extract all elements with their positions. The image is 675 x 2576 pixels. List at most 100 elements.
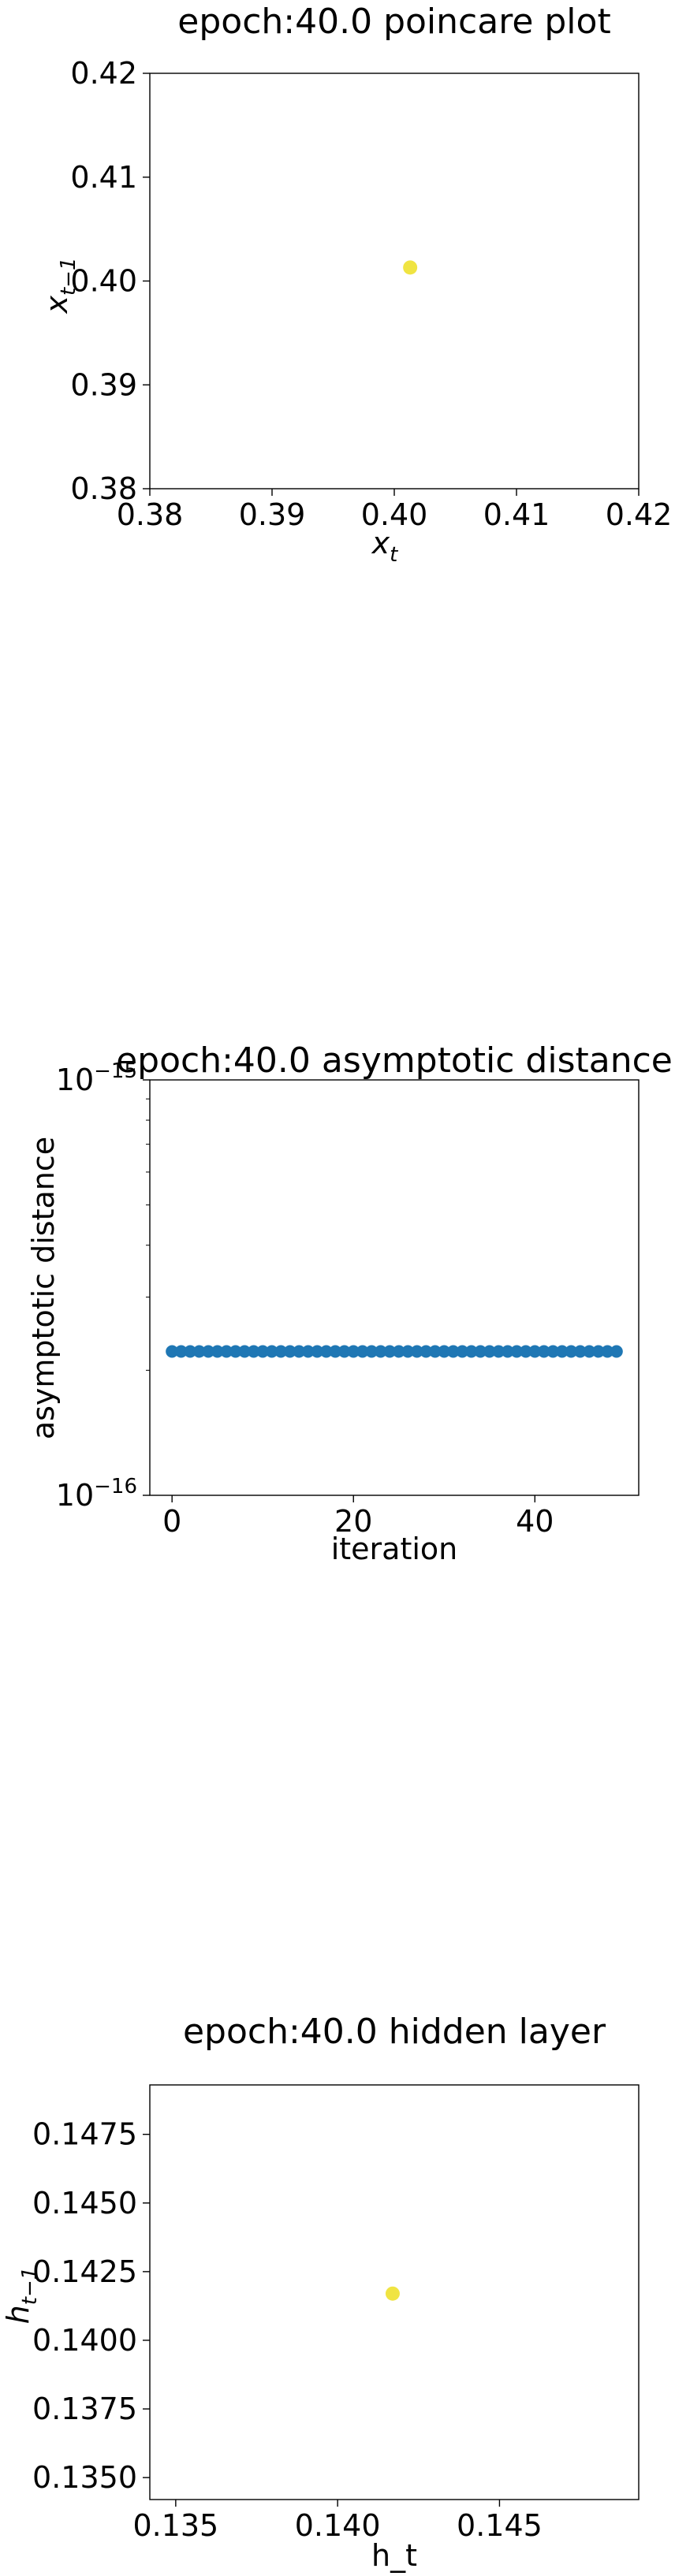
hidden-x-label: h_t	[371, 2538, 417, 2573]
asymptotic-point	[256, 1345, 270, 1358]
poincare-chart: epoch:40.0 poincare plot 0.38 0.39 0.40 0.4…	[39, 2, 672, 567]
asymptotic-point	[555, 1345, 569, 1358]
poincare-x-tick-label: 0.41	[483, 497, 550, 532]
hidden-x-tick-label: 0.145	[457, 2508, 543, 2543]
asymptotic-point	[301, 1345, 315, 1358]
hidden-y-tick-label: 0.1400	[32, 2323, 137, 2358]
hidden-y-tick-label: 0.1375	[32, 2392, 137, 2426]
hidden-x-axis: 0.135 0.140 0.145	[132, 2500, 543, 2543]
asymptotic-point	[392, 1345, 405, 1358]
hidden-y-label: ht−1	[1, 2267, 42, 2325]
asymptotic-point	[192, 1345, 206, 1358]
asymptotic-point	[601, 1345, 614, 1358]
asymptotic-points	[166, 1345, 623, 1358]
poincare-x-tick-label: 0.40	[361, 497, 428, 532]
poincare-y-axis: 0.38 0.39 0.40 0.41 0.42	[70, 56, 150, 506]
hidden-points	[385, 2286, 400, 2301]
asymptotic-title: epoch:40.0 asymptotic distance	[116, 1040, 673, 1081]
asymptotic-point	[274, 1345, 288, 1358]
asymptotic-point	[438, 1345, 451, 1358]
hidden-y-tick-label: 0.1475	[32, 2117, 137, 2152]
asymptotic-x-tick-label: 40	[516, 1504, 554, 1539]
asymptotic-point	[365, 1345, 379, 1358]
asymptotic-point	[211, 1345, 224, 1358]
poincare-y-tick-label: 0.42	[70, 56, 137, 91]
asymptotic-point	[420, 1345, 433, 1358]
asymptotic-point	[573, 1345, 587, 1358]
asymptotic-point	[519, 1345, 532, 1358]
asymptotic-point	[329, 1345, 342, 1358]
asymptotic-distance-chart: epoch:40.0 asymptotic distance 0 20 40 10−…	[26, 1040, 673, 1566]
asymptotic-point	[401, 1345, 415, 1358]
hidden-layer-chart: epoch:40.0 hidden layer 0.135 0.140 0.145 …	[1, 2012, 640, 2573]
poincare-points	[403, 260, 418, 275]
poincare-x-label: xt	[371, 526, 399, 567]
asymptotic-point	[610, 1345, 623, 1358]
asymptotic-point	[238, 1345, 252, 1358]
poincare-x-tick-label: 0.42	[606, 497, 673, 532]
hidden-plot-frame	[149, 2084, 640, 2500]
asymptotic-point	[446, 1345, 460, 1358]
hidden-y-axis: 0.1350 0.1375 0.1400 0.1425 0.1450 0.1475	[32, 2117, 150, 2495]
poincare-x-axis: 0.38 0.39 0.40 0.41 0.42	[117, 489, 673, 532]
asymptotic-plot-frame	[149, 1079, 640, 1496]
asymptotic-point	[311, 1345, 324, 1358]
asymptotic-point	[319, 1345, 333, 1358]
asymptotic-point	[537, 1345, 550, 1358]
asymptotic-point	[492, 1345, 505, 1358]
asymptotic-point	[483, 1345, 496, 1358]
asymptotic-point	[184, 1345, 197, 1358]
hidden-y-tick-label: 0.1425	[32, 2254, 137, 2289]
asymptotic-point	[166, 1345, 179, 1358]
asymptotic-point	[456, 1345, 469, 1358]
asymptotic-point	[501, 1345, 514, 1358]
asymptotic-point	[202, 1345, 215, 1358]
poincare-y-tick-label: 0.39	[70, 367, 137, 402]
asymptotic-x-tick-label: 20	[334, 1504, 372, 1539]
asymptotic-x-tick-label: 0	[162, 1504, 181, 1539]
asymptotic-point	[229, 1345, 242, 1358]
asymptotic-point	[474, 1345, 487, 1358]
asymptotic-point	[347, 1345, 360, 1358]
poincare-x-tick-label: 0.39	[239, 497, 306, 532]
poincare-y-tick-label: 0.38	[70, 471, 137, 506]
hidden-point	[385, 2286, 400, 2301]
asymptotic-point	[338, 1345, 351, 1358]
hidden-title: epoch:40.0 hidden layer	[183, 2012, 606, 2052]
asymptotic-point	[510, 1345, 524, 1358]
asymptotic-point	[591, 1345, 605, 1358]
hidden-y-tick-label: 0.1450	[32, 2186, 137, 2220]
asymptotic-x-axis: 0 20 40	[162, 1495, 554, 1539]
poincare-y-label: xt−1	[39, 257, 80, 314]
asymptotic-point	[247, 1345, 260, 1358]
asymptotic-y-tick-label: 10−15	[56, 1059, 137, 1097]
asymptotic-point	[265, 1345, 278, 1358]
asymptotic-point	[293, 1345, 306, 1358]
poincare-title: epoch:40.0 poincare plot	[177, 2, 610, 42]
asymptotic-point	[464, 1345, 478, 1358]
asymptotic-point	[546, 1345, 560, 1358]
hidden-y-tick-label: 0.1350	[32, 2460, 137, 2495]
hidden-x-tick-label: 0.140	[295, 2508, 381, 2543]
hidden-x-tick-label: 0.135	[132, 2508, 218, 2543]
asymptotic-point	[356, 1345, 369, 1358]
poincare-y-tick-label: 0.41	[70, 160, 137, 195]
asymptotic-x-label: iteration	[331, 1532, 458, 1566]
asymptotic-point	[565, 1345, 578, 1358]
asymptotic-y-tick-label: 10−16	[56, 1475, 137, 1513]
asymptotic-y-axis: 10−16 10−15	[56, 1059, 150, 1513]
asymptotic-point	[374, 1345, 387, 1358]
asymptotic-point	[383, 1345, 397, 1358]
asymptotic-point	[283, 1345, 296, 1358]
poincare-point	[403, 260, 418, 275]
poincare-y-tick-label: 0.40	[70, 264, 137, 299]
asymptotic-y-label: asymptotic distance	[26, 1137, 61, 1439]
poincare-x-tick-label: 0.38	[117, 497, 184, 532]
asymptotic-point	[174, 1345, 188, 1358]
asymptotic-point	[220, 1345, 233, 1358]
asymptotic-point	[528, 1345, 542, 1358]
asymptotic-point	[410, 1345, 423, 1358]
asymptotic-point	[428, 1345, 442, 1358]
